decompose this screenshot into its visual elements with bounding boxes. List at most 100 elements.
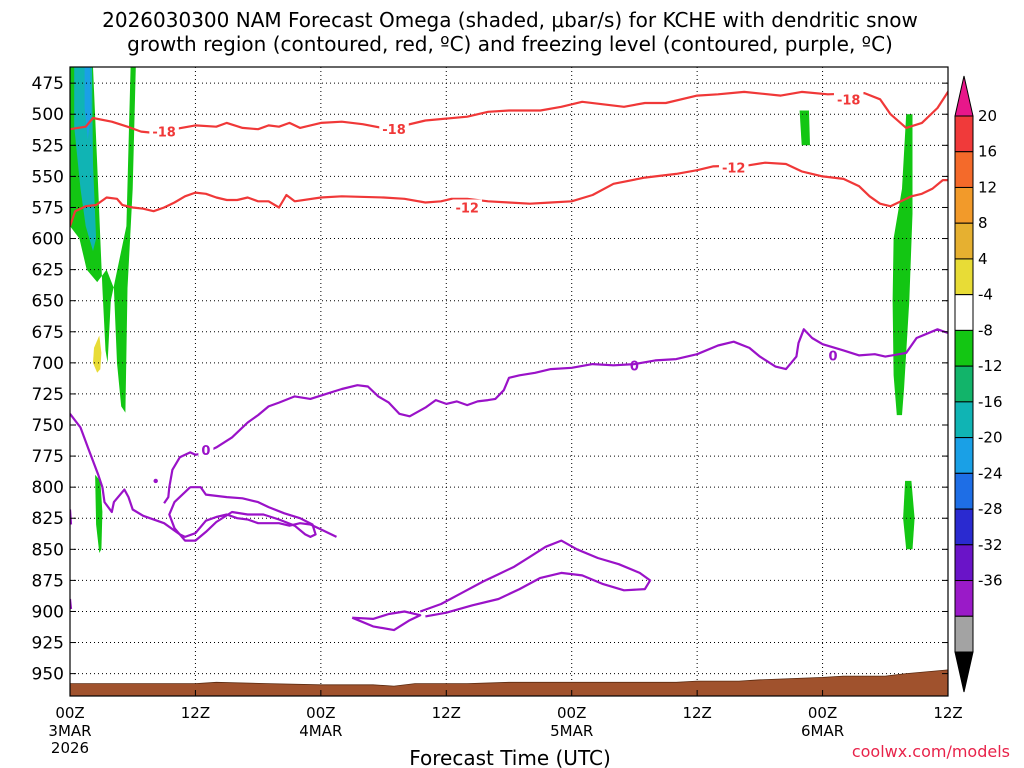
x-tick-date: 4MAR (299, 722, 342, 740)
title-line-2: growth region (contoured, red, ºC) and f… (127, 32, 893, 56)
dendritic-isotherm-label-bg (379, 121, 409, 137)
x-tick-label: 00Z (306, 704, 335, 722)
y-tick-label: 925 (32, 634, 64, 654)
y-tick-label: 700 (32, 354, 64, 374)
y-tick-label: 650 (32, 292, 64, 312)
colorbar: 20 16 12 8 4 -4 -8 -12 -16 -20 -24 -28 -32 -36 (954, 75, 1003, 693)
dendritic-isotherm-label: -12 (722, 162, 746, 177)
x-tick-label: 12Z (933, 704, 962, 722)
colorbar-label: 12 (978, 178, 997, 196)
y-tick-label: 850 (32, 540, 64, 560)
omega-region (799, 110, 810, 146)
colorbar-label: -32 (978, 536, 1003, 554)
dendritic-isotherm-label: -18 (837, 93, 861, 108)
colorbar-label: 20 (978, 107, 997, 125)
title-line-1: 2026030300 NAM Forecast Omega (shaded, μ… (102, 8, 918, 32)
colorbar-bottom-arrow (954, 651, 974, 693)
colorbar-segment (954, 151, 974, 188)
y-tick-label: 525 (32, 136, 64, 156)
freezing-level-label-bg (198, 441, 214, 457)
colorbar-segment (954, 186, 974, 224)
colorbar-segment (954, 544, 974, 582)
omega-region (903, 480, 915, 550)
colorbar-segment (954, 472, 974, 510)
plot-frame (69, 66, 949, 697)
colorbar-label: -12 (978, 357, 1003, 375)
colorbar-segment (954, 365, 974, 403)
colorbar-label: -24 (978, 464, 1003, 482)
omega-region (93, 335, 102, 373)
y-tick-label: 875 (32, 571, 64, 591)
plot-inner: -18 -18 -18 -12 -12 0 0 0 (70, 67, 948, 696)
dendritic-isotherm-label-bg (452, 199, 482, 215)
y-tick-label: 900 (32, 602, 64, 622)
omega-region (892, 114, 913, 416)
terrain-surface (70, 669, 948, 696)
freezing-level (70, 413, 337, 538)
dendritic-isotherm-label-bg (833, 91, 864, 107)
y-tick-label: 775 (32, 447, 64, 467)
dendritic-isotherm-label: -12 (455, 201, 479, 216)
y-tick-label: 625 (32, 261, 64, 281)
freezing-level-label: 0 (829, 349, 838, 364)
colorbar-segment (954, 258, 974, 296)
colorbar-label: 16 (978, 143, 997, 161)
colorbar-segment (954, 580, 974, 617)
freezing-level (163, 328, 948, 504)
y-tick-label: 675 (32, 323, 64, 343)
freezing-level-label: 0 (201, 444, 210, 459)
freezing-level (168, 486, 317, 542)
colorbar-segment (954, 615, 974, 653)
dendritic-isotherm (70, 161, 948, 227)
y-tick-label: 475 (32, 74, 64, 94)
freezing-level-label: 0 (630, 359, 639, 374)
dendritic-isotherm-label-bg (718, 159, 749, 175)
colorbar-segment (954, 437, 974, 474)
dendritic-isotherm-label: -18 (152, 126, 176, 141)
colorbar-segment (954, 222, 974, 260)
x-tick-date: 6MAR (801, 722, 844, 740)
freezing-level-label-bg (825, 347, 841, 363)
dendritic-isotherm-label: -18 (382, 123, 406, 138)
colorbar-label: -16 (978, 393, 1003, 411)
freezing-level (351, 610, 422, 632)
colorbar-label: -4 (978, 286, 993, 304)
x-tick-label: 12Z (682, 704, 711, 722)
omega-region (95, 474, 103, 553)
x-tick-date: 3MAR (48, 722, 91, 740)
y-tick-label: 950 (32, 665, 64, 685)
plot-area: -18 -18 -18 -12 -12 0 0 0 475 500 525 550 575 600 625 6… (32, 66, 963, 757)
colorbar-segment (954, 508, 974, 546)
freezing-level-dot (153, 478, 158, 484)
colorbar-segment (954, 329, 974, 367)
x-tick-label: 00Z (55, 704, 84, 722)
colorbar-label: 4 (978, 250, 988, 268)
credit-text: coolwx.com/models (852, 742, 1010, 761)
x-tick-label: 12Z (181, 704, 210, 722)
colorbar-label: -28 (978, 500, 1003, 518)
y-tick-label: 500 (32, 105, 64, 125)
freezing-level (419, 539, 652, 618)
x-axis-title: Forecast Time (UTC) (409, 746, 611, 768)
colorbar-label: -8 (978, 321, 993, 339)
y-tick-label: 725 (32, 385, 64, 405)
colorbar-top-arrow (954, 75, 974, 117)
colorbar-label: -36 (978, 572, 1003, 590)
dendritic-isotherm-label-bg (149, 123, 179, 139)
y-tick-label: 550 (32, 167, 64, 187)
x-tick-label: 00Z (808, 704, 837, 722)
colorbar-label: 8 (978, 214, 988, 232)
y-tick-label: 750 (32, 416, 64, 436)
y-tick-label: 600 (32, 230, 64, 250)
y-tick-label: 825 (32, 509, 64, 529)
colorbar-segment (954, 401, 974, 439)
y-tick-label: 800 (32, 478, 64, 498)
x-tick-label: 00Z (557, 704, 586, 722)
chart-title: 2026030300 NAM Forecast Omega (shaded, μ… (102, 8, 918, 56)
colorbar-segment (954, 294, 974, 331)
x-tick-label: 12Z (432, 704, 461, 722)
x-tick-date: 5MAR (550, 722, 593, 740)
x-tick-year: 2026 (51, 739, 89, 757)
y-tick-label: 575 (32, 198, 64, 218)
